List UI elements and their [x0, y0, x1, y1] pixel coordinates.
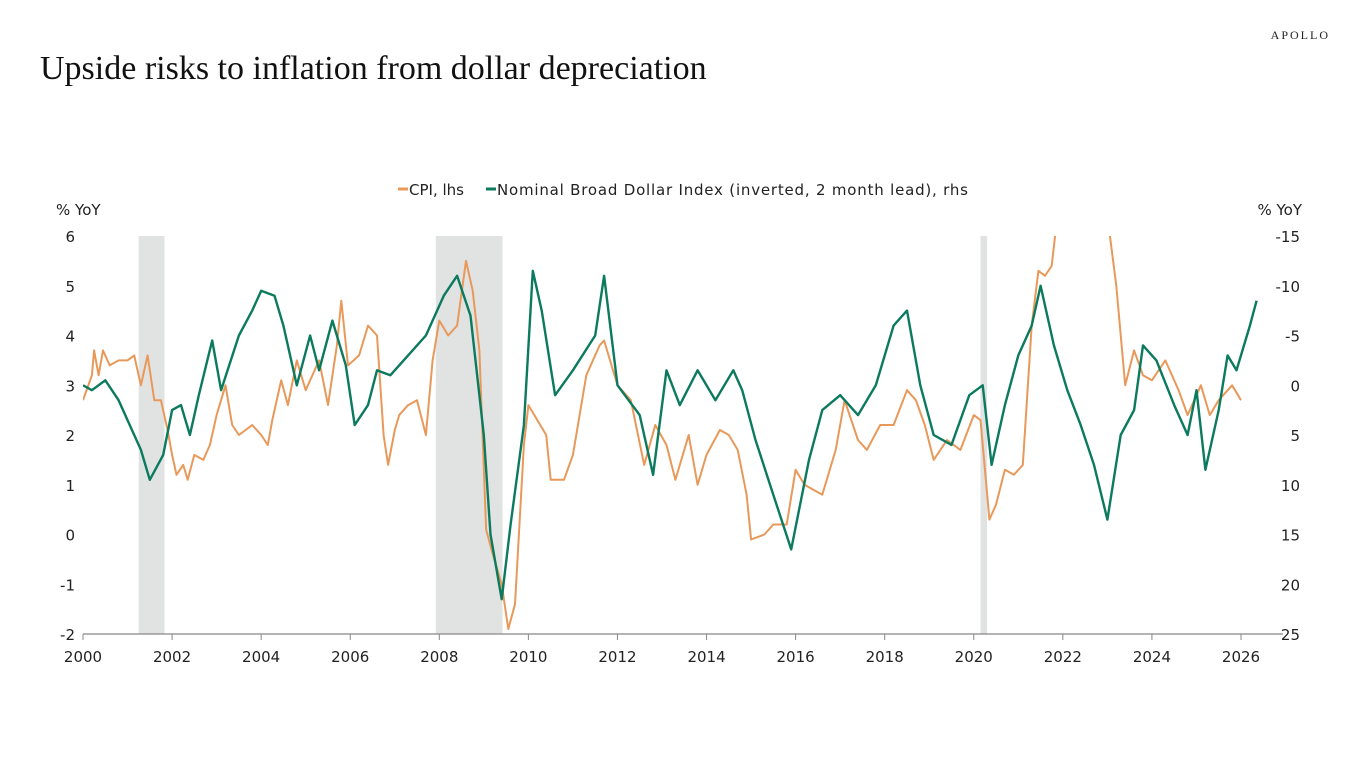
- y-right-tick-label: 25: [1281, 626, 1300, 644]
- y-right-tick-label: -5: [1285, 328, 1300, 346]
- y-right-tick-label: 15: [1281, 527, 1300, 545]
- x-ticks: 2000 2002 2004 2006 2008 2010 2012 2014 2016 2018…: [64, 634, 1260, 666]
- x-tick-label: 2016: [777, 648, 815, 666]
- y-left-tick-label: 3: [65, 377, 75, 395]
- x-tick-label: 2002: [153, 648, 191, 666]
- legend-cpi: CPI, lhs: [409, 181, 464, 199]
- x-tick-label: 2004: [242, 648, 280, 666]
- cpi-line: [83, 236, 1242, 630]
- x-tick-label: 2010: [509, 648, 547, 666]
- y-left-tick-label: -1: [60, 576, 75, 594]
- y-left-tick-label: -2: [60, 626, 75, 644]
- recession-band: [138, 236, 165, 634]
- recession-band: [980, 236, 988, 634]
- apollo-logo: APOLLO: [1270, 28, 1330, 42]
- page-title: Upside risks to inflation from dollar de…: [40, 50, 707, 87]
- x-tick-label: 2026: [1222, 648, 1260, 666]
- y-left-label: % YoY: [56, 201, 101, 219]
- x-tick-label: 2024: [1133, 648, 1171, 666]
- x-tick-label: 2018: [866, 648, 904, 666]
- legend-dollar: Nominal Broad Dollar Index (inverted, 2 …: [497, 181, 968, 199]
- y-left-tick-label: 2: [65, 427, 75, 445]
- x-tick-label: 2000: [64, 648, 102, 666]
- x-tick-label: 2014: [687, 648, 725, 666]
- recession-bands: [138, 236, 988, 634]
- y-left-tick-label: 4: [65, 328, 75, 346]
- x-tick-label: 2012: [598, 648, 636, 666]
- y-right-label: % YoY: [1257, 201, 1302, 219]
- y-right-tick-label: 10: [1281, 477, 1300, 495]
- y-right-tick-label: 20: [1281, 576, 1300, 594]
- y-right-ticks: -15 -10 -5 0 5 10 15 20 25: [1276, 228, 1301, 644]
- x-tick-label: 2022: [1044, 648, 1082, 666]
- y-left-tick-label: 0: [65, 527, 75, 545]
- y-left-tick-label: 6: [65, 228, 75, 246]
- y-right-tick-label: -10: [1276, 278, 1301, 296]
- y-left-tick-label: 5: [65, 278, 75, 296]
- y-right-tick-label: -15: [1276, 228, 1301, 246]
- x-tick-label: 2006: [331, 648, 369, 666]
- legend: CPI, lhs Nominal Broad Dollar Index (inv…: [398, 181, 968, 199]
- y-left-tick-label: 1: [65, 477, 75, 495]
- y-left-ticks: 6 5 4 3 2 1 0 -1 -2: [60, 228, 75, 644]
- y-right-tick-label: 0: [1290, 377, 1300, 395]
- dollar-index-line: [83, 269, 1258, 601]
- y-right-tick-label: 5: [1290, 427, 1300, 445]
- x-tick-label: 2008: [420, 648, 458, 666]
- recession-band: [435, 236, 503, 634]
- x-tick-label: 2020: [955, 648, 993, 666]
